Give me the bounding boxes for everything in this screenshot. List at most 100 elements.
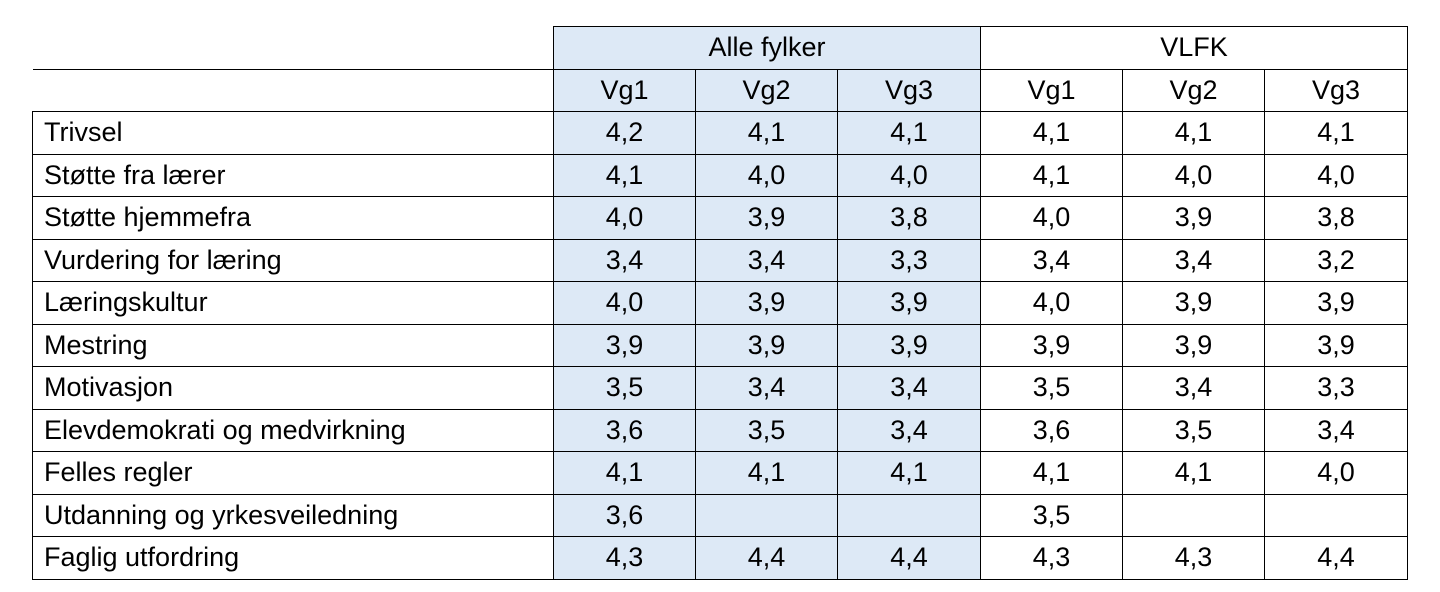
vlfk-value-cell: 3,9	[1122, 323, 1265, 367]
level-header: Vg1	[980, 68, 1123, 112]
level-header: Vg2	[695, 68, 838, 112]
vlfk-value-cell: 4,1	[980, 451, 1123, 495]
alle-fylker-value-cell: 3,6	[553, 408, 696, 452]
vlfk-value-cell: 3,4	[1122, 238, 1265, 282]
table-row: Mestring 3,9 3,9 3,9 3,9 3,9 3,9	[32, 323, 1408, 367]
vlfk-value-cell: 3,4	[1264, 408, 1408, 452]
row-label: Felles regler	[32, 451, 554, 495]
alle-fylker-value-cell: 3,9	[695, 196, 838, 240]
table-row: Felles regler 4,1 4,1 4,1 4,1 4,1 4,0	[32, 451, 1408, 495]
vlfk-value-cell: 4,1	[980, 153, 1123, 197]
vlfk-value-cell: 3,9	[1264, 323, 1408, 367]
row-label: Vurdering for læring	[32, 238, 554, 282]
alle-fylker-value-cell: 4,0	[553, 281, 696, 325]
alle-fylker-value-cell: 4,4	[695, 536, 838, 580]
table-row: Støtte fra lærer 4,1 4,0 4,0 4,1 4,0 4,0	[32, 153, 1408, 197]
vlfk-value-cell: 3,3	[1264, 366, 1408, 410]
vlfk-value-cell: 3,9	[1122, 281, 1265, 325]
row-label: Mestring	[32, 323, 554, 367]
vlfk-value-cell: 3,9	[980, 323, 1123, 367]
vlfk-value-cell: 3,5	[980, 366, 1123, 410]
group-header-alle-fylker: Alle fylker	[553, 26, 981, 70]
row-label: Læringskultur	[32, 281, 554, 325]
alle-fylker-value-cell: 3,4	[553, 238, 696, 282]
empty-corner-cell	[32, 69, 554, 112]
vlfk-value-cell	[1264, 493, 1408, 537]
alle-fylker-value-cell: 4,1	[553, 451, 696, 495]
table-row: Faglig utfordring 4,3 4,4 4,4 4,3 4,3 4,4	[32, 536, 1408, 580]
table-row: Læringskultur 4,0 3,9 3,9 4,0 3,9 3,9	[32, 281, 1408, 325]
empty-corner-cell	[32, 26, 554, 70]
alle-fylker-value-cell: 4,0	[695, 153, 838, 197]
table-row: Motivasjon 3,5 3,4 3,4 3,5 3,4 3,3	[32, 366, 1408, 410]
vlfk-value-cell: 3,8	[1264, 196, 1408, 240]
row-label: Trivsel	[32, 111, 554, 155]
vlfk-value-cell: 4,1	[1264, 111, 1408, 155]
alle-fylker-value-cell: 3,4	[837, 366, 981, 410]
vlfk-value-cell: 4,0	[1264, 153, 1408, 197]
alle-fylker-value-cell: 3,4	[837, 408, 981, 452]
alle-fylker-value-cell: 4,1	[695, 451, 838, 495]
level-header-row: Vg1 Vg2 Vg3 Vg1 Vg2 Vg3	[32, 68, 1408, 112]
results-table: Alle fylker VLFK Vg1 Vg2 Vg3 Vg1 Vg2 Vg3…	[32, 26, 1408, 580]
vlfk-value-cell: 3,5	[980, 493, 1123, 537]
vlfk-value-cell: 3,6	[980, 408, 1123, 452]
alle-fylker-value-cell: 3,4	[695, 238, 838, 282]
row-label: Støtte fra lærer	[32, 153, 554, 197]
vlfk-value-cell: 4,0	[1264, 451, 1408, 495]
table-body: Trivsel 4,2 4,1 4,1 4,1 4,1 4,1 Støtte fra lære…	[32, 111, 1408, 580]
alle-fylker-value-cell: 3,9	[837, 281, 981, 325]
row-label: Motivasjon	[32, 366, 554, 410]
alle-fylker-value-cell: 4,0	[837, 153, 981, 197]
row-label: Utdanning og yrkesveiledning	[32, 493, 554, 537]
vlfk-value-cell: 4,3	[980, 536, 1123, 580]
vlfk-value-cell: 3,9	[1264, 281, 1408, 325]
group-header-vlfk: VLFK	[980, 26, 1408, 70]
alle-fylker-value-cell	[837, 493, 981, 537]
alle-fylker-value-cell: 4,1	[695, 111, 838, 155]
table-row: Utdanning og yrkesveiledning 3,6 3,5	[32, 493, 1408, 537]
group-header-row: Alle fylker VLFK	[32, 26, 1408, 70]
alle-fylker-value-cell: 4,1	[553, 153, 696, 197]
vlfk-value-cell: 3,2	[1264, 238, 1408, 282]
vlfk-value-cell: 4,1	[1122, 111, 1265, 155]
vlfk-value-cell	[1122, 493, 1265, 537]
alle-fylker-value-cell: 3,5	[553, 366, 696, 410]
alle-fylker-value-cell: 3,4	[695, 366, 838, 410]
row-label: Faglig utfordring	[32, 536, 554, 580]
alle-fylker-value-cell: 4,1	[837, 111, 981, 155]
alle-fylker-value-cell: 3,9	[553, 323, 696, 367]
vlfk-value-cell: 3,4	[980, 238, 1123, 282]
alle-fylker-value-cell: 4,0	[553, 196, 696, 240]
alle-fylker-value-cell: 4,2	[553, 111, 696, 155]
alle-fylker-value-cell: 3,9	[695, 281, 838, 325]
level-header: Vg1	[553, 68, 696, 112]
alle-fylker-value-cell: 3,8	[837, 196, 981, 240]
table-row: Støtte hjemmefra 4,0 3,9 3,8 4,0 3,9 3,8	[32, 196, 1408, 240]
level-header: Vg2	[1122, 68, 1265, 112]
vlfk-value-cell: 4,4	[1264, 536, 1408, 580]
alle-fylker-value-cell: 4,3	[553, 536, 696, 580]
level-header: Vg3	[837, 68, 981, 112]
vlfk-value-cell: 3,5	[1122, 408, 1265, 452]
alle-fylker-value-cell: 4,4	[837, 536, 981, 580]
table-row: Trivsel 4,2 4,1 4,1 4,1 4,1 4,1	[32, 111, 1408, 155]
vlfk-value-cell: 4,1	[1122, 451, 1265, 495]
vlfk-value-cell: 3,4	[1122, 366, 1265, 410]
alle-fylker-value-cell: 3,9	[695, 323, 838, 367]
vlfk-value-cell: 4,3	[1122, 536, 1265, 580]
table-row: Vurdering for læring 3,4 3,4 3,3 3,4 3,4 3,2	[32, 238, 1408, 282]
table-row: Elevdemokrati og medvirkning 3,6 3,5 3,4 3,6…	[32, 408, 1408, 452]
alle-fylker-value-cell: 3,6	[553, 493, 696, 537]
row-label: Elevdemokrati og medvirkning	[32, 408, 554, 452]
level-header: Vg3	[1264, 68, 1408, 112]
alle-fylker-value-cell: 3,5	[695, 408, 838, 452]
vlfk-value-cell: 4,0	[1122, 153, 1265, 197]
row-label: Støtte hjemmefra	[32, 196, 554, 240]
alle-fylker-value-cell: 4,1	[837, 451, 981, 495]
alle-fylker-value-cell: 3,9	[837, 323, 981, 367]
alle-fylker-value-cell: 3,3	[837, 238, 981, 282]
vlfk-value-cell: 4,0	[980, 281, 1123, 325]
vlfk-value-cell: 3,9	[1122, 196, 1265, 240]
vlfk-value-cell: 4,1	[980, 111, 1123, 155]
